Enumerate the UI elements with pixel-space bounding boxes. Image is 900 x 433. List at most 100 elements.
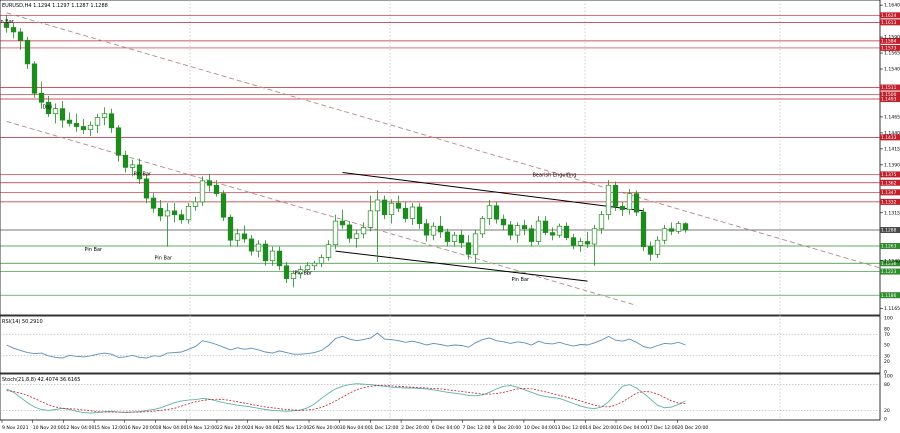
time-axis-label: 20 Dec 20:00 [677, 425, 708, 431]
price-level-label: 1.1493 [881, 97, 897, 103]
time-axis-label: 14 Dec 20:00 [585, 425, 616, 431]
candle-body [430, 225, 437, 236]
price-level-lines [0, 14, 880, 296]
price-axis-label: 1.1165 [884, 306, 900, 312]
candle-body [157, 207, 164, 217]
price-axis: 1.16241.16131.15841.15731.15111.15001.14… [880, 3, 900, 312]
candle-body [500, 218, 507, 226]
price-level-tag [880, 198, 900, 205]
candlesticks [3, 14, 689, 288]
time-axis-label: 1 Dec 12:00 [370, 425, 398, 431]
price-level-label: 1.1332 [881, 200, 897, 206]
candle-body [381, 199, 388, 216]
price-level-tag [880, 268, 900, 275]
candle-body [290, 273, 297, 279]
candle-body [633, 193, 640, 213]
candle-body [346, 224, 353, 239]
candle-body [164, 210, 171, 217]
pattern-annotation: Pin Bar [155, 255, 174, 261]
rsi-axis-label: 20 [884, 359, 890, 365]
candle-body [493, 205, 500, 220]
stoch-axis-label: 100 [884, 374, 893, 380]
candle-body [262, 243, 269, 262]
price-level-label: 1.1236 [881, 261, 897, 267]
price-level-tag [880, 37, 900, 44]
candle-body [311, 262, 318, 267]
candle-body [654, 239, 661, 255]
price-axis-label: 1.1590 [884, 35, 900, 41]
rsi-axis-label: 30 [884, 353, 890, 359]
price-axis-label: 1.1540 [884, 67, 900, 73]
candle-body [339, 220, 346, 226]
stoch-axis-label: 20 [884, 408, 890, 414]
candle-body [150, 197, 157, 209]
candle-body [73, 122, 80, 127]
time-axis-label: 16 Nov 20:00 [125, 425, 156, 431]
candle-body [584, 241, 591, 245]
candle-body [3, 22, 10, 28]
candle-body [563, 225, 570, 239]
candle-body [668, 228, 675, 232]
price-level-tag [880, 19, 900, 26]
candle-body [360, 227, 367, 235]
time-axis-label: 16 Dec 04:00 [616, 425, 647, 431]
candle-body [325, 244, 332, 258]
candle-body [31, 63, 38, 94]
stoch-axis-label: 80 [884, 382, 890, 388]
candle-body [248, 238, 255, 252]
time-axis-label: 9 Nov 2021 [2, 425, 29, 431]
candle-body [283, 265, 290, 279]
pattern-annotation: Bearish Engulfing [533, 172, 577, 178]
candle-body [80, 126, 87, 131]
price-level-label: 1.1223 [881, 269, 897, 275]
candle-body [234, 233, 241, 241]
candle-body [458, 234, 465, 244]
candle-body [94, 117, 101, 126]
candle-body [682, 223, 689, 231]
candle-body [521, 225, 528, 230]
candle-body [241, 233, 248, 240]
price-level-tag [880, 227, 900, 234]
time-axis-label: 10 Nov 20:00 [33, 425, 64, 431]
price-axis-label: 1.1440 [884, 131, 900, 137]
candle-body [353, 233, 360, 239]
time-axis-label: 24 Nov 04:00 [248, 425, 279, 431]
price-panel-frame [0, 0, 881, 316]
stochastic-indicator: 100 80 20 0 [0, 374, 893, 423]
candle-body [619, 206, 626, 210]
candle-body [52, 108, 59, 115]
candle-body [213, 184, 220, 194]
stoch-axis-label: 0 [884, 417, 887, 423]
stoch-label: Stoch(21,8,8) 42.4074 36.6165 [2, 377, 80, 383]
candle-body [640, 211, 647, 247]
time-axis-label: 30 Nov 04:00 [340, 425, 371, 431]
price-level-label: 1.1362 [881, 180, 897, 186]
price-level-label: 1.1511 [881, 85, 897, 91]
pattern-annotation: Pin Bar [85, 247, 104, 253]
price-axis-label: 1.1315 [884, 210, 900, 216]
price-level-tag [880, 260, 900, 267]
price-level-label: 1.1347 [881, 190, 897, 196]
time-axis-label: 25 Nov 12:00 [278, 425, 309, 431]
candle-body [318, 257, 325, 264]
candle-body [570, 237, 577, 246]
pattern-annotation: Pin Bar [512, 277, 531, 283]
candle-body [171, 210, 178, 216]
candle-body [136, 164, 143, 180]
candle-body [472, 233, 479, 255]
price-level-tag [880, 96, 900, 103]
candle-body [612, 184, 619, 207]
candle-body [444, 231, 451, 242]
candle-body [122, 154, 129, 168]
price-axis-label: 1.1415 [884, 146, 900, 152]
candle-body [297, 269, 304, 274]
pattern-annotation: Pin Bar [134, 172, 153, 178]
candle-body [38, 92, 45, 103]
candle-body [661, 228, 668, 241]
rsi-label: RSI(14) 50.2910 [2, 319, 43, 325]
candle-body [528, 228, 535, 242]
price-level-tag [880, 134, 900, 141]
